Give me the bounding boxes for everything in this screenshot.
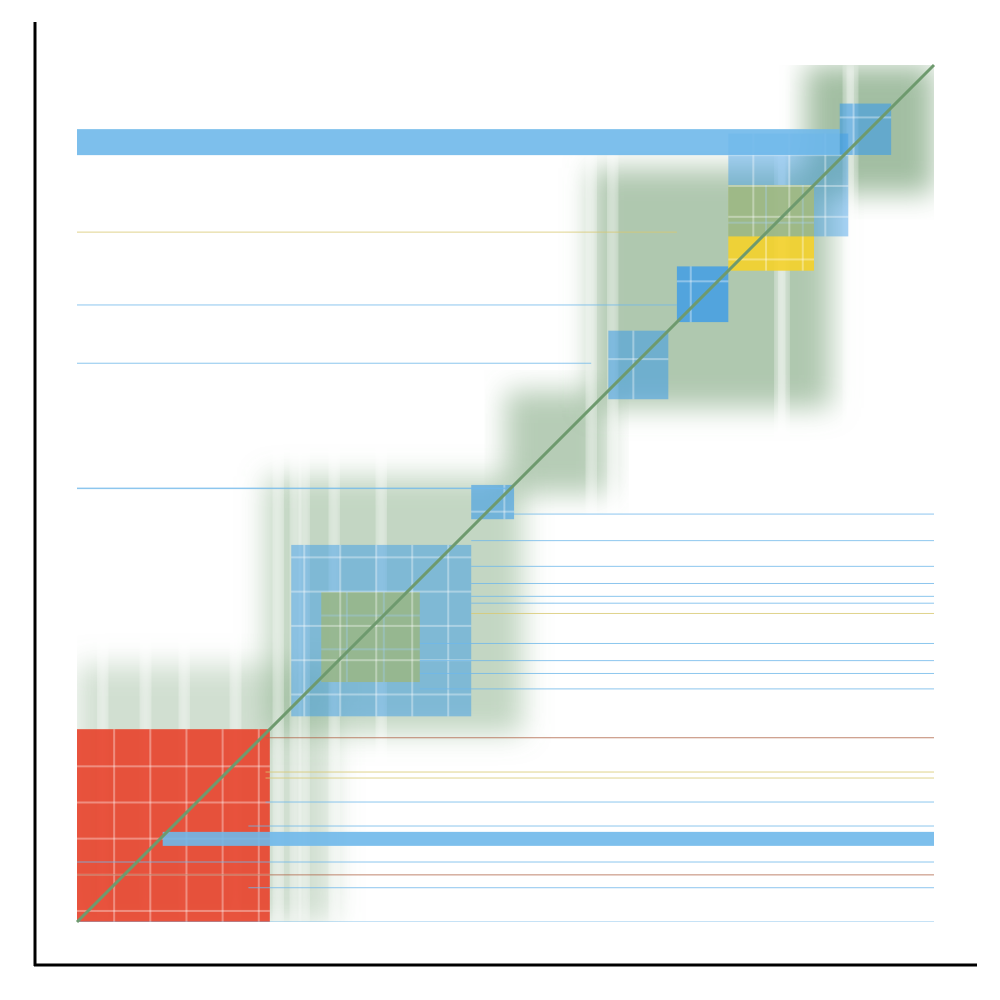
block-stripe-v [788, 133, 791, 237]
horizontal-line-25 [77, 921, 934, 922]
block-stripe-v [765, 184, 768, 271]
vertical-gap-2 [180, 65, 189, 922]
horizontal-line-1 [77, 231, 677, 233]
horizontal-lines [77, 129, 934, 922]
horizontal-line-8 [471, 582, 934, 584]
block-blue-8 [839, 103, 892, 155]
block-stripe-v [503, 484, 506, 520]
horizontal-line-0 [77, 129, 840, 156]
vertical-gap-4 [274, 65, 283, 922]
block-fill [291, 544, 472, 717]
horizontal-line-19 [265, 801, 934, 803]
block-stripe-v [113, 729, 116, 922]
horizontal-line-23 [77, 874, 934, 876]
block-stripe-h [291, 556, 472, 559]
block-stripe-h [676, 280, 729, 283]
vertical-gap-0 [98, 65, 107, 922]
block-stripe-v [801, 184, 804, 271]
block-stripe-h [471, 510, 515, 513]
horizontal-line-15 [419, 688, 934, 690]
block-stripe-v [752, 133, 755, 237]
horizontal-line-24 [248, 887, 934, 889]
block-stripe-h [77, 909, 270, 912]
horizontal-line-2 [77, 304, 677, 306]
diagonal-line-group [75, 63, 936, 924]
diagonal-line [75, 63, 936, 924]
vertical-gap-7 [330, 65, 339, 922]
block-stripe-v [852, 103, 855, 155]
block-stripe-h [728, 184, 849, 187]
block-stripe-v [824, 133, 827, 237]
block-stripe-h [728, 258, 815, 261]
block-stripe-h [291, 590, 472, 593]
block-stripe-v [689, 266, 692, 323]
block-stripe-h [291, 693, 472, 696]
block-stripe-v [303, 544, 306, 717]
vertical-gaps [98, 65, 857, 922]
vertical-gap-11 [775, 65, 784, 922]
vertical-gap-5 [291, 65, 300, 922]
horizontal-line-13 [419, 660, 934, 662]
horizontal-line-4 [77, 487, 506, 490]
vertical-gap-14 [848, 65, 857, 922]
horizontal-line-22 [77, 861, 934, 863]
block-fill [839, 103, 892, 155]
horizontal-line-21 [162, 831, 934, 846]
horizontal-line-10 [471, 602, 934, 604]
vertical-gap-1 [141, 65, 150, 922]
horizontal-line-17 [265, 771, 934, 773]
horizontal-line-6 [471, 540, 934, 542]
block-stripe-h [728, 221, 815, 224]
vertical-gap-13 [844, 65, 853, 922]
block-stripe-h [839, 116, 892, 119]
vertical-gap-10 [608, 65, 617, 922]
horizontal-line-16 [265, 737, 934, 739]
horizontal-line-11 [471, 612, 934, 614]
block-stripe-h [291, 624, 472, 627]
vertical-gap-6 [300, 65, 309, 922]
horizontal-line-12 [419, 642, 934, 644]
vertical-gap-8 [377, 65, 386, 922]
block-stripe-h [291, 659, 472, 662]
block-stripe-v [221, 729, 224, 922]
horizontal-line-14 [419, 672, 934, 674]
horizontal-line-9 [471, 595, 934, 597]
block-stripe-h [77, 765, 270, 768]
horizontal-line-7 [471, 565, 934, 567]
block-stripe-h [728, 215, 849, 218]
block-blue-2 [291, 544, 472, 717]
vertical-gap-9 [587, 65, 596, 922]
block-stripe-v [149, 729, 152, 922]
block-stripe-v [447, 544, 450, 717]
block-stripe-v [185, 729, 188, 922]
vertical-gap-3 [231, 65, 240, 922]
block-stripe-h [77, 801, 270, 804]
vertical-gap-12 [780, 65, 789, 922]
block-stripe-v [375, 544, 378, 717]
horizontal-line-3 [77, 362, 592, 364]
horizontal-line-5 [505, 513, 934, 515]
horizontal-line-18 [265, 777, 934, 779]
block-stripe-v [411, 544, 414, 717]
horizontal-line-20 [248, 825, 934, 827]
block-stripe-v [339, 544, 342, 717]
